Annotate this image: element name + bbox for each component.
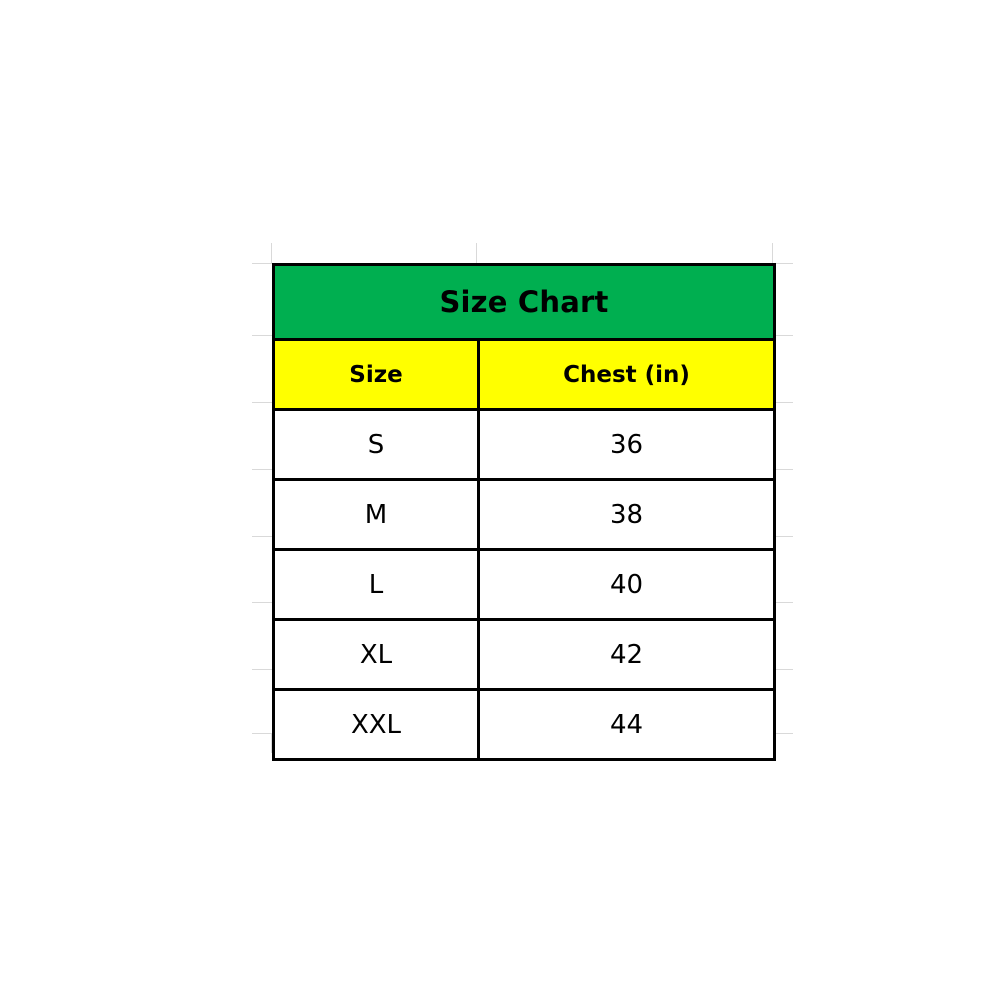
cell-size: L [272,548,480,621]
table-row: M 38 [272,478,777,551]
size-chart-table: Size Chart Size Chest (in) S 36 M 38 L 4… [271,263,777,761]
table-title-row: Size Chart [271,263,777,341]
cell-chest: 44 [476,688,777,761]
table-row: L 40 [272,548,777,621]
table-row: S 36 [272,408,777,481]
size-chart-title: Size Chart [271,263,777,341]
gridline-stub-horizontal-left-r4 [252,536,272,537]
cell-chest: 38 [476,478,777,551]
cell-size: XL [272,618,480,691]
gridline-stub-horizontal-left-r5 [252,602,272,603]
gridline-stub-vertical-right-top [772,243,773,263]
gridline-stub-vertical-left-top [271,243,272,263]
gridline-stub-horizontal-left-r0 [252,263,272,264]
gridline-stub-horizontal-left-r2 [252,402,272,403]
cell-size: S [272,408,480,481]
cell-size: XXL [272,688,480,761]
table-row: XL 42 [272,618,777,691]
table-row: XXL 44 [272,688,777,761]
cell-chest: 42 [476,618,777,691]
gridline-stub-horizontal-left-r3 [252,469,272,470]
gridline-stub-horizontal-left-r1 [252,335,272,336]
cell-chest: 36 [476,408,777,481]
gridline-stub-vertical-mid-top [476,243,477,263]
table-header-row: Size Chest (in) [272,338,777,411]
gridline-stub-horizontal-left-r6 [252,669,272,670]
column-header-chest: Chest (in) [476,338,777,411]
column-header-size: Size [272,338,480,411]
cell-chest: 40 [476,548,777,621]
cell-size: M [272,478,480,551]
gridline-stub-horizontal-left-r7 [252,733,272,734]
